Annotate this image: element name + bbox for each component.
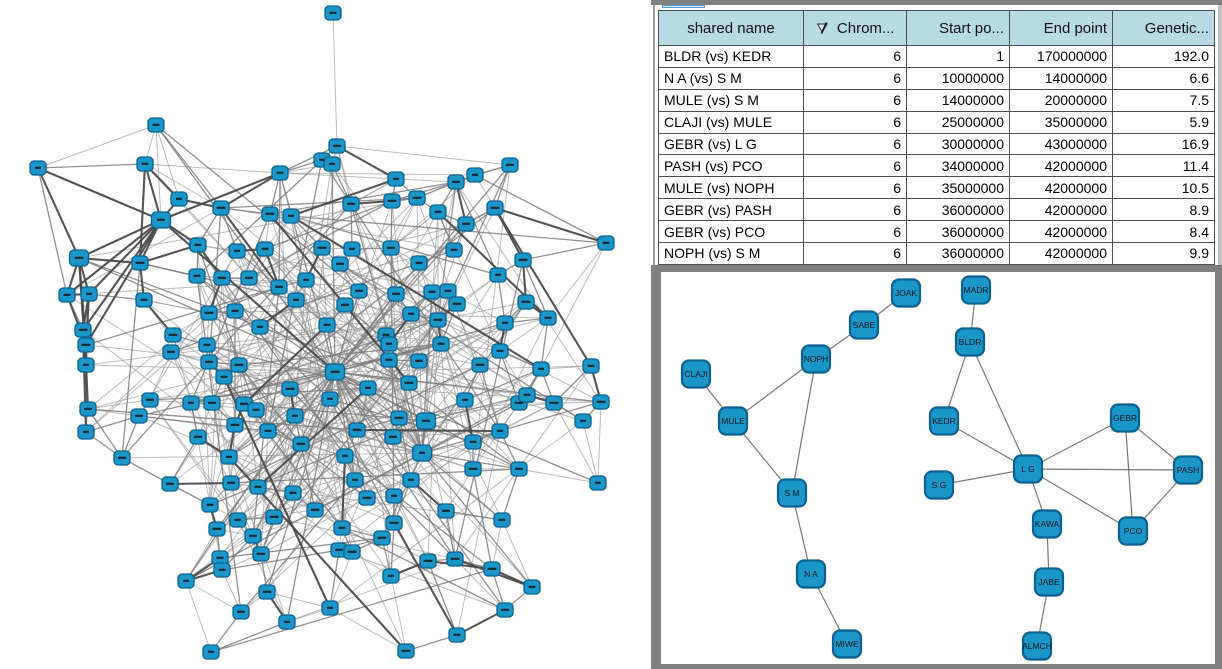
svg-text:MULE: MULE [721,416,745,426]
svg-text:ALMCH: ALMCH [1022,641,1052,651]
svg-text:N A: N A [804,569,818,579]
svg-text:JOAK: JOAK [895,288,918,298]
svg-text:MIWE: MIWE [835,639,858,649]
svg-text:PASH: PASH [1177,465,1200,475]
svg-text:S G: S G [932,480,947,490]
svg-text:JABE: JABE [1038,577,1060,587]
svg-text:GEBR: GEBR [1113,413,1137,423]
svg-text:SABE: SABE [853,320,876,330]
svg-text:NOPH: NOPH [804,354,829,364]
svg-text:MADR: MADR [963,285,988,295]
svg-text:CLAJI: CLAJI [684,369,707,379]
svg-text:PCO: PCO [1124,526,1143,536]
svg-text:KAWA: KAWA [1035,519,1060,529]
svg-text:KEDR: KEDR [932,416,956,426]
svg-text:S M: S M [784,488,799,498]
svg-text:BLDR: BLDR [959,337,982,347]
svg-text:L G: L G [1021,464,1034,474]
